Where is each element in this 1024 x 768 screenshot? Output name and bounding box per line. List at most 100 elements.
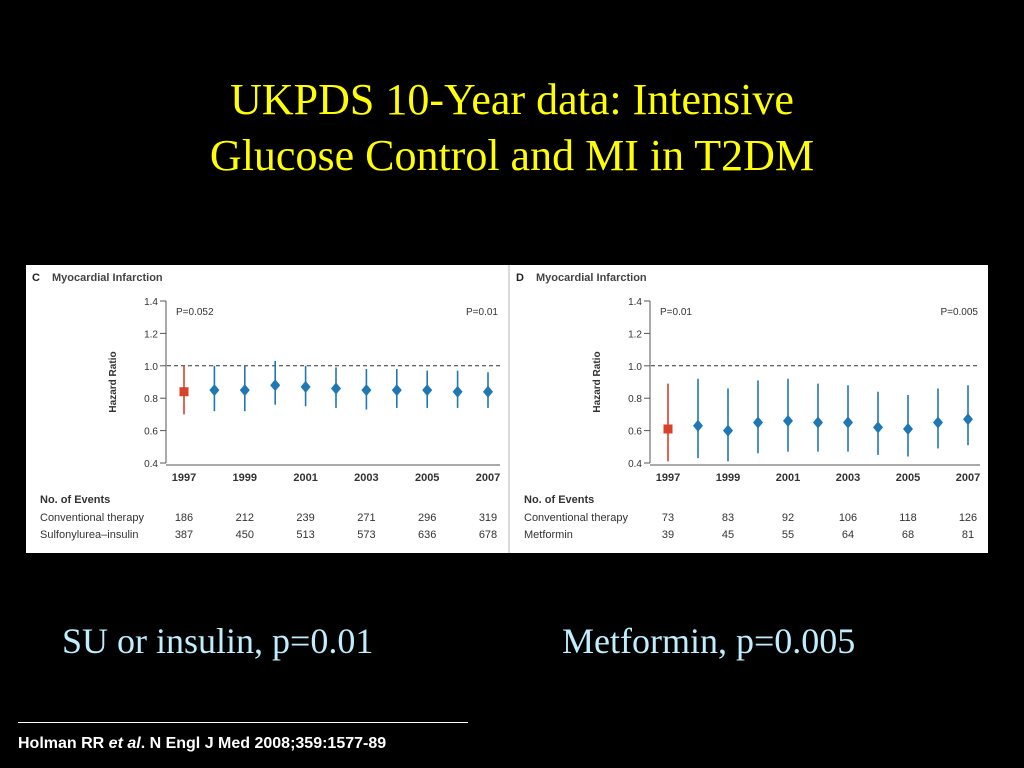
data-point (300, 380, 311, 393)
chart-svg: C Myocardial Infarction Hazard Ratio 0.4 0.6… (32, 272, 500, 541)
x-tick-label: 2003 (836, 472, 860, 484)
reference-et-al: et al (108, 735, 141, 752)
caption-su-insulin: SU or insulin, p=0.01 (62, 621, 374, 661)
events-value: 387 (175, 529, 193, 541)
data-point (270, 379, 281, 392)
x-tick-label: 1997 (656, 472, 680, 484)
x-tick-label: 1999 (716, 472, 740, 484)
data-point (209, 384, 220, 397)
chart-title: Myocardial Infarction (536, 272, 647, 284)
y-tick-label: 1.0 (628, 362, 642, 373)
x-tick-label: 2005 (896, 472, 920, 484)
y-tick-label: 0.4 (628, 459, 642, 470)
data-point (813, 416, 823, 429)
y-tick-label: 0.8 (144, 394, 158, 405)
events-value: 118 (899, 512, 917, 524)
panel-divider (508, 265, 510, 553)
events-value: 83 (722, 512, 734, 524)
title-line-2: Glucose Control and MI in T2DM (209, 131, 815, 180)
p-value-left: P=0.052 (176, 307, 214, 318)
events-row-label: Conventional therapy (40, 512, 144, 524)
y-tick-label: 0.6 (144, 427, 158, 438)
events-value: 296 (418, 512, 436, 524)
caption-metformin: Metformin, p=0.005 (562, 621, 856, 661)
data-point (391, 384, 402, 397)
p-value-right: P=0.01 (466, 307, 498, 318)
events-value: 39 (662, 529, 674, 541)
events-value: 81 (962, 529, 974, 541)
reference-journal: . N Engl J Med 2008;359:1577-89 (140, 735, 387, 752)
data-point (331, 382, 341, 395)
panel-letter: D (516, 272, 524, 284)
data-point (483, 385, 493, 398)
data-point (783, 414, 793, 427)
data-point (179, 387, 189, 397)
chart-panel-d: D Myocardial Infarction Hazard Ratio 0.4 0.6… (510, 265, 988, 553)
events-value: 513 (296, 529, 314, 541)
slide-title: UKPDS 10-Year data: Intensive Glucose Co… (0, 72, 1024, 184)
events-row-label: Metformin (524, 529, 573, 541)
events-value: 186 (175, 512, 193, 524)
x-tick-label: 2007 (476, 472, 500, 484)
x-tick-label: 1999 (233, 472, 257, 484)
data-point (873, 421, 883, 434)
p-value-left: P=0.01 (660, 307, 692, 318)
events-value: 319 (479, 512, 497, 524)
reference-rule (18, 722, 468, 723)
data-point (663, 424, 673, 434)
data-point (239, 384, 250, 397)
data-point (933, 416, 943, 429)
events-value: 636 (418, 529, 436, 541)
y-tick-label: 1.0 (144, 362, 158, 373)
events-row-label: Sulfonylurea–insulin (40, 529, 138, 541)
events-value: 239 (296, 512, 314, 524)
events-header: No. of Events (524, 494, 594, 506)
x-tick-label: 2007 (956, 472, 980, 484)
y-tick-label: 1.4 (144, 297, 158, 308)
x-tick-label: 2001 (293, 472, 317, 484)
reference-citation: Holman RR et al. N Engl J Med 2008;359:1… (18, 735, 386, 753)
events-value: 106 (839, 512, 857, 524)
events-value: 271 (357, 512, 375, 524)
y-tick-label: 0.6 (628, 427, 642, 438)
figure-panels: C Myocardial Infarction Hazard Ratio 0.4 0.6… (26, 265, 988, 553)
data-point (693, 419, 703, 432)
events-value: 68 (902, 529, 914, 541)
events-value: 212 (236, 512, 254, 524)
p-value-right: P=0.005 (940, 307, 978, 318)
events-value: 73 (662, 512, 674, 524)
x-tick-label: 2005 (415, 472, 439, 484)
y-axis-label: Hazard Ratio (108, 351, 119, 412)
y-axis-label: Hazard Ratio (592, 351, 603, 412)
y-tick-label: 1.2 (144, 329, 158, 340)
events-value: 92 (782, 512, 794, 524)
events-value: 678 (479, 529, 497, 541)
x-tick-label: 1997 (172, 472, 196, 484)
y-tick-label: 0.4 (144, 459, 158, 470)
data-point (753, 416, 763, 429)
data-point (903, 422, 913, 435)
events-value: 64 (842, 529, 854, 541)
y-tick-label: 1.4 (628, 297, 642, 308)
events-value: 45 (722, 529, 734, 541)
x-tick-label: 2001 (776, 472, 800, 484)
x-tick-label: 2003 (354, 472, 378, 484)
events-header: No. of Events (40, 494, 110, 506)
events-value: 573 (357, 529, 375, 541)
title-line-1: UKPDS 10-Year data: Intensive (230, 75, 794, 124)
data-point (361, 384, 372, 397)
panel-letter: C (32, 272, 40, 284)
events-value: 450 (236, 529, 254, 541)
y-tick-label: 0.8 (628, 394, 642, 405)
events-row-label: Conventional therapy (524, 512, 628, 524)
chart-title: Myocardial Infarction (52, 272, 163, 284)
chart-panel-c: C Myocardial Infarction Hazard Ratio 0.4 0.6… (26, 265, 508, 553)
data-point (843, 416, 853, 429)
data-point (963, 413, 973, 426)
events-value: 55 (782, 529, 794, 541)
chart-svg: D Myocardial Infarction Hazard Ratio 0.4 0.6… (516, 272, 980, 541)
data-point (723, 424, 733, 437)
data-point (422, 384, 433, 397)
events-value: 126 (959, 512, 977, 524)
data-point (452, 385, 463, 398)
